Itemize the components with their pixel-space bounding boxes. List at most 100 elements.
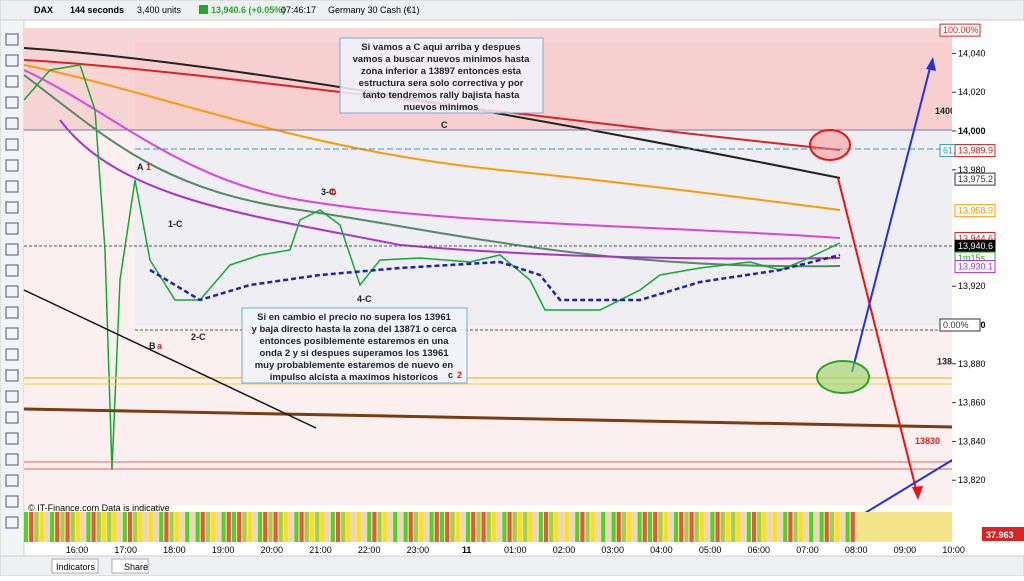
- price-marker: [939, 318, 981, 332]
- indicator-bar: [512, 512, 517, 542]
- indicator-bar: [653, 512, 658, 542]
- tool-icon[interactable]: [5, 369, 19, 382]
- tool-icon[interactable]: [5, 243, 19, 256]
- price-label: 13,880: [958, 359, 986, 369]
- interval[interactable]: 144 seconds: [70, 5, 124, 15]
- indicator-bar: [393, 512, 398, 542]
- ma-pink: [23, 69, 841, 239]
- support-line: [23, 407, 1006, 430]
- tool-icon[interactable]: [5, 75, 19, 88]
- indicator-bar: [190, 512, 195, 542]
- arrow-black: [23, 289, 317, 429]
- note-line: y baja directo hasta la zona del 13871 o…: [252, 324, 458, 335]
- indicator-bar: [434, 512, 439, 542]
- indicator-bar: [258, 512, 262, 542]
- indicator-bar: [606, 512, 611, 542]
- indicator-bar: [481, 512, 486, 542]
- tool-icon[interactable]: [5, 201, 19, 214]
- tool-icon[interactable]: [5, 474, 19, 487]
- indicator-bar: [533, 512, 538, 542]
- tool-icon[interactable]: [5, 390, 19, 403]
- indicator-bar: [731, 512, 736, 542]
- level-label: 13830: [915, 436, 940, 446]
- indicator-bar: [29, 512, 34, 542]
- time-label: 11: [462, 545, 472, 555]
- toolbar: [0, 0, 1024, 21]
- tool-icon[interactable]: [5, 495, 19, 508]
- indicator-bar: [221, 512, 226, 542]
- indicator-bar: [471, 512, 476, 542]
- time-label: 17:00: [114, 545, 137, 555]
- wave-label: B: [149, 341, 156, 351]
- indicator-bar: [341, 512, 346, 542]
- note-line: impulso alcista a maximos historicos: [270, 372, 438, 383]
- size[interactable]: 3,400 units: [137, 5, 182, 15]
- indicator-bar: [278, 512, 283, 542]
- indicator-bar: [824, 512, 829, 542]
- indicator-bar: [804, 512, 808, 542]
- indicator-bar: [575, 512, 580, 542]
- indicator-bar: [346, 512, 351, 542]
- time-label: 02:00: [553, 545, 576, 555]
- arrow-head: [912, 486, 923, 500]
- price-label: 13,920: [958, 281, 986, 291]
- indicator-bar: [502, 512, 507, 542]
- tool-icon[interactable]: [5, 453, 19, 466]
- bottom-bar: [0, 555, 1024, 577]
- time-label: 10:00: [942, 545, 965, 555]
- tool-icon[interactable]: [5, 306, 19, 319]
- indicator-bar: [174, 512, 179, 542]
- indicator-bar: [476, 512, 481, 542]
- time-label: 20:00: [261, 545, 284, 555]
- indicator-bar: [86, 512, 91, 542]
- tool-icon[interactable]: [5, 222, 19, 235]
- wave-label: b: [331, 187, 337, 197]
- indicator-bar: [466, 512, 470, 542]
- indicators-button[interactable]: [51, 558, 99, 574]
- tool-icon[interactable]: [5, 96, 19, 109]
- tool-icon[interactable]: [5, 33, 19, 46]
- tool-icon[interactable]: [5, 348, 19, 361]
- indicator-bar: [377, 512, 382, 542]
- indicator-value: 37.963: [986, 530, 1014, 540]
- tool-icon[interactable]: [5, 54, 19, 67]
- price-label: 13,980: [958, 165, 986, 175]
- note-line: muy probablemente estaremos de nuevo en: [255, 360, 454, 371]
- indicator-bar: [164, 512, 169, 542]
- indicator-bar: [793, 512, 798, 542]
- tool-icon[interactable]: [5, 411, 19, 424]
- indicator-bar: [549, 512, 554, 542]
- notes: Si vamos a C aqui arriba y despuesvamos …: [252, 42, 531, 383]
- tool-icon[interactable]: [5, 117, 19, 130]
- tool-icon[interactable]: [5, 138, 19, 151]
- market: Germany 30 Cash (€1): [328, 5, 420, 15]
- instrument[interactable]: DAX: [34, 5, 53, 15]
- indicator-bar: [767, 512, 772, 542]
- tool-icon[interactable]: [5, 516, 19, 529]
- indicator-bar: [455, 512, 460, 542]
- indicator-bar: [60, 512, 65, 542]
- indicator-bar: [840, 512, 845, 542]
- tool-icon[interactable]: [5, 432, 19, 445]
- tool-icon[interactable]: [5, 159, 19, 172]
- share-button[interactable]: [111, 558, 149, 574]
- indicator-bar: [351, 512, 356, 542]
- indicator-bar: [226, 512, 231, 542]
- indicator-bar: [107, 512, 112, 542]
- ma-orange: [23, 64, 841, 211]
- indicator-bar: [154, 512, 158, 542]
- price-marker: [954, 260, 996, 274]
- indicator-bar: [658, 512, 663, 542]
- tool-icon[interactable]: [5, 285, 19, 298]
- wave-labels: A 1 1-C 3-Cb C 4-C 2-C B a c 2: [137, 120, 462, 380]
- indicators-label[interactable]: Indicators: [56, 562, 96, 572]
- indicator-bar: [528, 512, 533, 542]
- tool-icon[interactable]: [5, 264, 19, 277]
- indicator-bar: [694, 512, 699, 542]
- indicator-bar: [424, 512, 429, 542]
- tool-icon[interactable]: [5, 327, 19, 340]
- tool-icon[interactable]: [5, 180, 19, 193]
- indicator-bar: [304, 512, 309, 542]
- indicator-bar: [408, 512, 413, 542]
- share-label[interactable]: Share: [124, 562, 148, 572]
